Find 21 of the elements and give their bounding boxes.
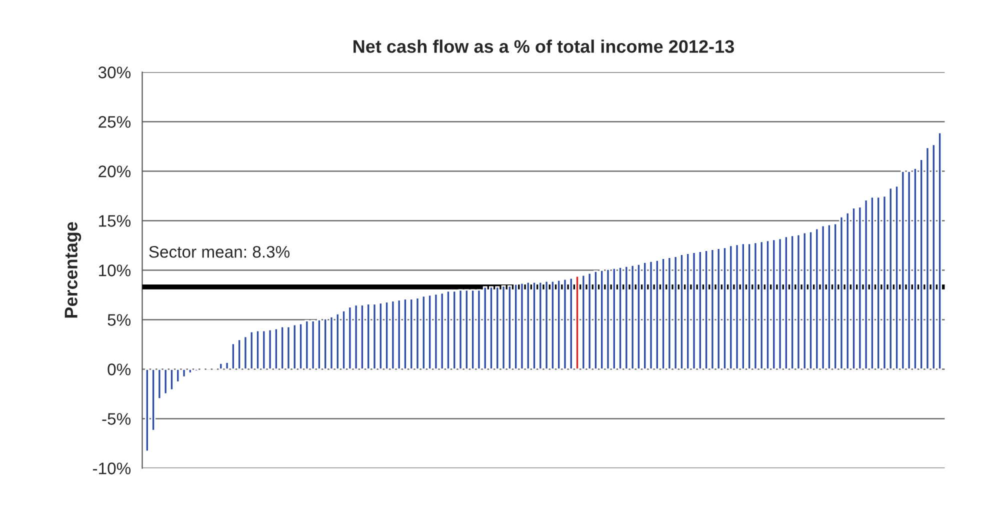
bar [882, 195, 887, 370]
y-tick-label: 20% [98, 166, 131, 178]
chart-title: Net cash flow as a % of total income 2012-13 [354, 40, 734, 53]
y-tick-label: 0% [108, 364, 131, 376]
y-tick-label: 30% [98, 66, 131, 78]
bar [415, 297, 420, 370]
bar [372, 303, 377, 370]
y-tick-label: -10% [92, 462, 131, 474]
bar [329, 316, 334, 370]
bar [606, 268, 610, 370]
y-tick-label: 10% [99, 264, 131, 276]
y-axis-title: Percentage [64, 222, 82, 318]
bar [925, 146, 930, 370]
y-tick-label: -5% [102, 413, 131, 425]
bar [286, 326, 291, 370]
ref-line-label: Sector mean: 8.3% [149, 246, 290, 258]
bar [648, 260, 654, 370]
y-tick-label: 25% [98, 116, 131, 128]
bar [692, 252, 696, 370]
y-tick-label: 15% [99, 215, 131, 227]
y-tick-label: 5% [108, 314, 131, 326]
